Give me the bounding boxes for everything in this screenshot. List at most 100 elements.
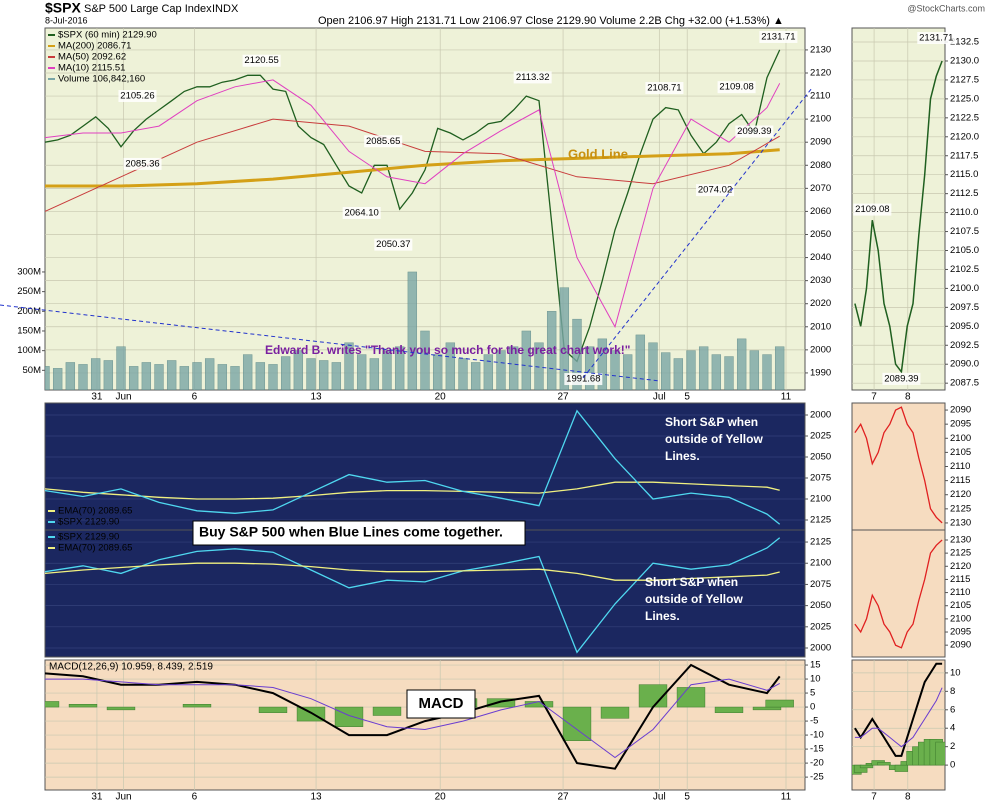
series-group	[854, 539, 943, 649]
panel: 2090 2095 2100 2105 2110 2115 2120 2125 2130	[851, 529, 971, 658]
y-tick-label: 2095	[950, 419, 971, 430]
y2-tick-label: 200M	[17, 306, 41, 317]
line	[45, 148, 780, 188]
y-tick-label: 2040	[810, 252, 831, 263]
y-tick-label: -15	[810, 744, 824, 755]
bar	[676, 687, 706, 708]
bar	[765, 699, 794, 708]
x-tick-label: 7	[871, 392, 877, 403]
price-label: 2064.10	[344, 207, 378, 218]
price-label-box	[564, 373, 603, 386]
y-tick-label: 2122.5	[950, 112, 979, 123]
y-tick-label: 2120	[950, 489, 971, 500]
y-tick-label: 2095	[950, 627, 971, 638]
series-group	[45, 537, 781, 654]
y-tick-label: 2060	[810, 206, 831, 217]
series-group	[45, 49, 785, 390]
y-tick-label: 1990	[810, 367, 831, 378]
price-label: 2099.39	[737, 126, 771, 137]
y-tick-label: 2115.0	[950, 169, 978, 180]
note: Short S&P when	[645, 575, 738, 589]
y-tick-label: 2130	[950, 517, 971, 528]
bar	[255, 362, 266, 390]
y-tick-label: 2000	[810, 410, 831, 421]
panel: 0 2 4 6 8 10 7 8	[851, 659, 961, 800]
y-tick-label: 2010	[810, 321, 831, 332]
bar	[610, 350, 620, 390]
y-tick-label: 2030	[810, 275, 831, 286]
price-label-box	[364, 135, 403, 148]
y-tick-label: -20	[810, 758, 824, 769]
y-tick-label: 2117.5	[950, 150, 978, 161]
note: Buy S&P 500 when Blue Lines come togethe…	[199, 524, 503, 540]
x-tick-label: 6	[192, 392, 198, 403]
y-tick-label: 2125	[810, 515, 831, 526]
y-tick-label: 2100	[810, 558, 831, 569]
y-tick-label: 2125.0	[950, 93, 979, 104]
price-label-box	[917, 32, 956, 45]
y-tick-label: 2090	[810, 137, 831, 148]
bar	[496, 350, 506, 390]
x-tick-label: 27	[558, 792, 570, 800]
line	[854, 687, 943, 748]
y-tick-label: 2112.5	[950, 188, 978, 199]
bar	[584, 346, 595, 390]
bar	[154, 364, 164, 390]
bar	[483, 354, 494, 390]
price-label-box	[374, 238, 413, 251]
y-tick-label: 2125	[950, 503, 971, 514]
y-tick-label: 2102.5	[950, 264, 979, 275]
bar	[470, 362, 481, 390]
y-tick-label: 2070	[810, 183, 831, 194]
y-tick-label: -10	[810, 730, 824, 741]
y-tick-label: 10	[950, 667, 961, 678]
price-label-box	[735, 125, 774, 138]
y-tick-label: 2100.0	[950, 283, 979, 294]
price-label: 1991.68	[566, 374, 600, 385]
x-tick-label: 11	[781, 392, 792, 403]
y-tick-label: 8	[950, 686, 955, 697]
price-label-box	[513, 71, 552, 84]
y-tick-label: -25	[810, 772, 824, 783]
price-label: 2131.71	[761, 31, 795, 42]
y-tick-label: 2105	[950, 600, 971, 611]
bar	[45, 366, 50, 390]
y-tick-label: 2000	[810, 643, 831, 654]
price-label-box	[759, 30, 798, 43]
price-label: 2109.08	[719, 82, 753, 93]
series-group	[854, 406, 943, 524]
y-tick-label: 2	[950, 741, 955, 752]
y-tick-label: 2050	[810, 452, 831, 463]
line	[45, 537, 781, 654]
bar	[894, 764, 909, 772]
legend-label: $SPX (60 min) 2129.90	[58, 30, 157, 41]
y-tick-label: 2107.5	[950, 226, 979, 237]
x-tick-label: 13	[311, 392, 323, 403]
y2-tick-label: 100M	[17, 345, 41, 356]
legend-label: Volume 106,842,160	[58, 74, 145, 85]
bar	[698, 346, 709, 390]
y-tick-label: 2025	[810, 621, 831, 632]
y-tick-label: 2090	[950, 405, 971, 416]
bar	[103, 360, 114, 390]
x-tick-label: 13	[311, 792, 323, 800]
date: 8-Jul-2016	[45, 15, 88, 25]
bar	[344, 342, 354, 390]
y-tick-label: 2020	[810, 298, 831, 309]
bar	[432, 354, 443, 390]
price-label: 2085.65	[366, 136, 400, 147]
y2-tick-label: 50M	[23, 365, 42, 376]
y2-tick-label: 150M	[17, 325, 41, 336]
bar	[714, 706, 744, 713]
y-tick-label: 2125	[810, 537, 831, 548]
price-label: 2050.37	[376, 239, 410, 250]
x-tick-label: Jul	[653, 392, 666, 403]
bar	[521, 330, 532, 390]
bar	[724, 356, 734, 390]
bar	[686, 350, 696, 390]
y-tick-label: 2095.0	[950, 321, 979, 332]
bar	[128, 366, 139, 390]
y-tick-label: 2100	[810, 114, 831, 125]
bar	[65, 362, 76, 390]
note-box	[406, 689, 476, 719]
